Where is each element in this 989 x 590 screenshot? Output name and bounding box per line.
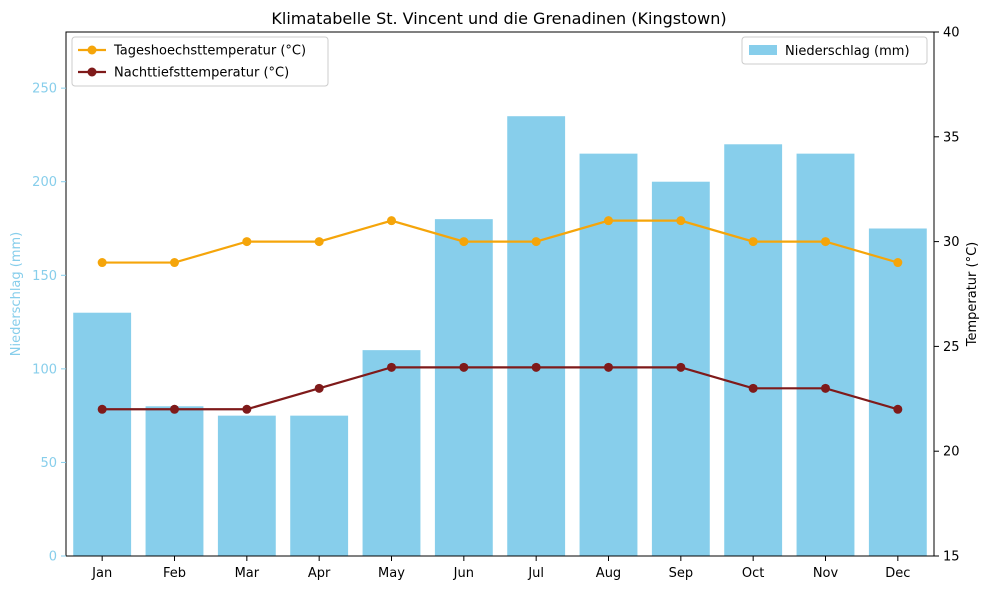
- legend-temperature: Tageshoechsttemperatur (°C) Nachttiefstte…: [71, 36, 329, 87]
- series-line-0: [102, 219, 899, 264]
- series-point: [97, 258, 107, 268]
- series-point: [242, 237, 252, 247]
- series-point: [170, 404, 179, 414]
- temperature-lines: [97, 216, 903, 414]
- series-point: [821, 383, 830, 393]
- y-left-tick-label: 100: [32, 362, 57, 377]
- x-tick-label: Aug: [596, 566, 621, 581]
- series-point: [531, 237, 541, 247]
- x-tick-label: Oct: [742, 566, 764, 581]
- chart-title: Klimatabelle St. Vincent und die Grenadi…: [271, 9, 726, 28]
- series-line-1: [102, 366, 899, 411]
- y-right-tick-label: 40: [943, 26, 960, 41]
- y-right-label: Temperatur (°C): [965, 242, 980, 348]
- x-tick-label: Apr: [308, 566, 331, 581]
- series-point: [604, 362, 613, 372]
- series-point: [97, 404, 107, 414]
- y-right-tick-label: 25: [943, 340, 960, 355]
- y-left-tick-label: 250: [32, 82, 57, 97]
- y-left-tick-label: 0: [49, 550, 57, 565]
- axes: Jan Feb Mar Apr May Jun Jul Aug Sep Oct Nov Dec 0 50 1…: [9, 26, 980, 582]
- precipitation-bar: [145, 406, 204, 556]
- series-point: [314, 383, 324, 393]
- series-point: [604, 216, 613, 226]
- series-point: [170, 258, 179, 268]
- legend-precipitation: Niederschlag (mm): [741, 36, 928, 65]
- x-tick-label: Nov: [813, 566, 839, 581]
- precipitation-bar: [434, 219, 493, 556]
- plot-frame: [65, 31, 935, 557]
- series-point: [387, 216, 396, 226]
- series-point: [893, 404, 903, 414]
- precipitation-bar: [579, 153, 638, 556]
- legend-swatch: [749, 45, 777, 55]
- y-right-tick-label: 35: [943, 130, 960, 145]
- x-tick-label: Mar: [235, 566, 260, 581]
- x-tick-label: May: [378, 566, 405, 581]
- precipitation-bars: [73, 116, 927, 557]
- precipitation-bar: [290, 415, 349, 556]
- series-point: [459, 362, 469, 372]
- legend-marker: [87, 45, 97, 55]
- precipitation-bar: [73, 312, 132, 556]
- y-left-tick-label: 200: [32, 175, 57, 190]
- series-point: [531, 362, 541, 372]
- series-point: [387, 362, 396, 372]
- x-tick-label: Feb: [163, 566, 186, 581]
- y-left-tick-label: 150: [32, 269, 57, 284]
- x-tick-label: Jun: [453, 566, 474, 581]
- series-point: [748, 383, 758, 393]
- legend-marker: [87, 67, 97, 77]
- series-point: [893, 258, 903, 268]
- y-left-label: Niederschlag (mm): [9, 232, 24, 357]
- precipitation-bar: [217, 415, 276, 556]
- y-left-tick-label: 50: [40, 456, 57, 471]
- series-point: [676, 362, 686, 372]
- y-right-tick-label: 20: [943, 445, 960, 460]
- series-point: [821, 237, 830, 247]
- precipitation-bar: [507, 116, 566, 556]
- precipitation-bar: [724, 144, 783, 557]
- series-point: [748, 237, 758, 247]
- series-point: [676, 216, 686, 226]
- x-tick-label: Jan: [91, 566, 112, 581]
- series-point: [242, 404, 252, 414]
- legend-label: Niederschlag (mm): [785, 44, 910, 59]
- series-point: [314, 237, 324, 247]
- precipitation-bar: [868, 228, 927, 556]
- legend-box: [71, 36, 329, 87]
- legend-label: Tageshoechsttemperatur (°C): [113, 44, 306, 59]
- series-point: [459, 237, 469, 247]
- x-tick-label: Jul: [527, 566, 544, 581]
- x-tick-label: Dec: [885, 566, 910, 581]
- precipitation-bar: [362, 350, 421, 556]
- x-tick-label: Sep: [669, 566, 694, 581]
- y-right-tick-label: 15: [943, 550, 960, 565]
- legend-box: [741, 36, 928, 65]
- y-right-tick-label: 30: [943, 235, 960, 250]
- precipitation-bar: [796, 153, 855, 556]
- legend-label: Nachttiefsttemperatur (°C): [114, 66, 289, 81]
